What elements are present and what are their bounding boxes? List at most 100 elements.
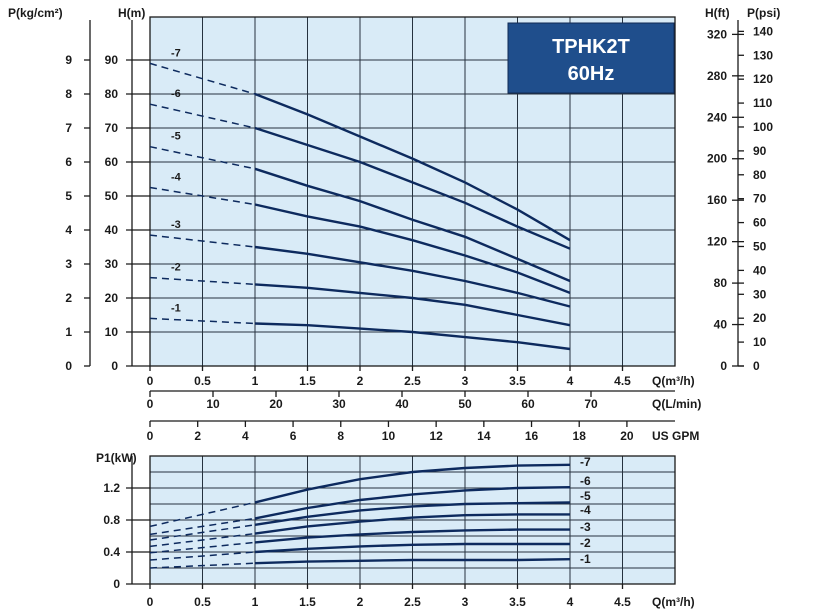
head-tick-label-psi: 90 bbox=[753, 144, 767, 158]
power-axis-label: P1(kW) bbox=[96, 451, 137, 465]
x-tick-label-lmin: 50 bbox=[458, 397, 472, 411]
power-curve-n4 bbox=[254, 513, 570, 535]
power-curve-dashed-n7 bbox=[149, 501, 256, 528]
head-curve-n3 bbox=[254, 245, 571, 308]
head-tick-label-ft: 160 bbox=[707, 193, 727, 207]
head-curve-dashed-n4 bbox=[149, 186, 256, 206]
head-tick-label-m: 40 bbox=[105, 223, 119, 237]
power-x-axis-label: Q(m³/h) bbox=[652, 595, 695, 609]
x-tick-label-lmin: 0 bbox=[147, 397, 154, 411]
x-tick-label-lmin: 10 bbox=[206, 397, 220, 411]
head-tick-label-ft: 240 bbox=[707, 110, 727, 124]
power-curve-label: -1 bbox=[580, 552, 591, 566]
head-curve-label: -1 bbox=[171, 302, 181, 314]
head-curve-label: -4 bbox=[171, 171, 182, 183]
head-tick-label-ft: 200 bbox=[707, 152, 727, 166]
head-tick-label-kg: 4 bbox=[65, 223, 72, 237]
power-curve-dashed-n4 bbox=[149, 532, 256, 548]
power-curve-n6 bbox=[254, 486, 571, 520]
head-tick-label-psi: 110 bbox=[753, 96, 773, 110]
x-tick-label-lmin: 60 bbox=[521, 397, 535, 411]
power-x-tick-label: 1 bbox=[252, 595, 259, 609]
x-tick-label-gpm: 14 bbox=[477, 429, 491, 443]
power-x-tick-label: 3 bbox=[462, 595, 469, 609]
head-tick-label-psi: 40 bbox=[753, 263, 767, 277]
head-tick-label-kg: 9 bbox=[65, 53, 72, 67]
x-tick-label-gpm: 16 bbox=[525, 429, 539, 443]
head-tick-label-kg: 5 bbox=[65, 189, 72, 203]
head-tick-label-kg: 8 bbox=[65, 87, 72, 101]
head-curve-n7 bbox=[254, 92, 571, 242]
head-tick-label-m: 0 bbox=[111, 359, 118, 373]
head-tick-label-psi: 10 bbox=[753, 335, 767, 349]
head-curve-n4 bbox=[254, 203, 571, 295]
x-tick-label-gpm: 0 bbox=[147, 429, 154, 443]
head-tick-label-m: 80 bbox=[105, 87, 119, 101]
head-tick-label-psi: 50 bbox=[753, 239, 767, 253]
title-line2: 60Hz bbox=[568, 63, 615, 85]
head-tick-label-ft: 40 bbox=[714, 318, 728, 332]
head-tick-label-psi: 60 bbox=[753, 216, 767, 230]
power-curve-dashed-n1 bbox=[149, 562, 256, 569]
head-curve-n1 bbox=[254, 322, 571, 351]
power-tick-label: 0 bbox=[113, 577, 120, 591]
power-curve-n3 bbox=[254, 528, 570, 544]
head-tick-label-psi: 120 bbox=[753, 72, 773, 86]
head-tick-label-psi: 70 bbox=[753, 192, 767, 206]
x-tick-label-gpm: 4 bbox=[242, 429, 249, 443]
head-tick-label-ft: 280 bbox=[707, 69, 727, 83]
head-tick-label-m: 30 bbox=[105, 257, 119, 271]
head-tick-label-ft: 80 bbox=[714, 276, 728, 290]
head-tick-label-kg: 6 bbox=[65, 155, 72, 169]
power-x-tick-label: 1.5 bbox=[299, 595, 316, 609]
head-tick-label-m: 70 bbox=[105, 121, 119, 135]
x-tick-label-m3h: 4.5 bbox=[614, 374, 631, 388]
power-curve-n7 bbox=[254, 463, 571, 504]
head-tick-label-kg: 0 bbox=[65, 359, 72, 373]
head-tick-label-psi: 30 bbox=[753, 287, 767, 301]
head-tick-label-psi: 20 bbox=[753, 311, 767, 325]
x-tick-label-gpm: 6 bbox=[290, 429, 297, 443]
head-curve-dashed-n1 bbox=[149, 317, 256, 325]
head-tick-label-m: 50 bbox=[105, 189, 119, 203]
x-tick-label-m3h: 0.5 bbox=[194, 374, 211, 388]
head-tick-label-kg: 1 bbox=[65, 325, 72, 339]
power-curve-label: -4 bbox=[580, 503, 591, 517]
head-tick-label-ft: 320 bbox=[707, 27, 727, 41]
x-tick-label-gpm: 20 bbox=[620, 429, 634, 443]
power-curve-label: -5 bbox=[580, 489, 591, 503]
x-axis-label-gpm: US GPM bbox=[652, 429, 699, 443]
head-curve-dashed-n5 bbox=[149, 145, 256, 170]
head-tick-label-m: 10 bbox=[105, 325, 119, 339]
head-curve-dashed-n3 bbox=[149, 234, 256, 248]
power-x-tick-label: 2 bbox=[357, 595, 364, 609]
power-curve-label: -2 bbox=[580, 536, 591, 550]
power-curve-dashed-n6 bbox=[149, 517, 256, 536]
axis-label-psi: P(psi) bbox=[747, 6, 780, 20]
x-tick-label-gpm: 12 bbox=[429, 429, 443, 443]
head-curve-label: -6 bbox=[171, 88, 181, 100]
head-tick-label-m: 90 bbox=[105, 53, 119, 67]
power-curve-dashed-n5 bbox=[149, 524, 256, 541]
head-curve-dashed-n2 bbox=[149, 276, 256, 286]
power-x-tick-label: 2.5 bbox=[404, 595, 421, 609]
axis-label-m: H(m) bbox=[118, 6, 145, 20]
x-tick-label-gpm: 18 bbox=[573, 429, 587, 443]
head-tick-label-psi: 130 bbox=[753, 48, 773, 62]
x-tick-label-lmin: 30 bbox=[332, 397, 346, 411]
head-tick-label-kg: 2 bbox=[65, 291, 72, 305]
power-curve-dashed-n3 bbox=[149, 541, 256, 554]
head-tick-label-psi: 80 bbox=[753, 168, 767, 182]
head-curve-label: -2 bbox=[171, 262, 181, 274]
x-tick-label-lmin: 70 bbox=[584, 397, 598, 411]
head-curve-label: -3 bbox=[171, 219, 181, 231]
x-tick-label-m3h: 4 bbox=[567, 374, 574, 388]
head-tick-label-kg: 7 bbox=[65, 121, 72, 135]
power-tick-label: 0.4 bbox=[103, 545, 120, 559]
power-tick-label: 0.8 bbox=[103, 513, 120, 527]
x-tick-label-gpm: 10 bbox=[382, 429, 396, 443]
x-tick-label-m3h: 3.5 bbox=[509, 374, 526, 388]
x-tick-label-m3h: 1.5 bbox=[299, 374, 316, 388]
power-curve-label: -7 bbox=[580, 455, 591, 469]
